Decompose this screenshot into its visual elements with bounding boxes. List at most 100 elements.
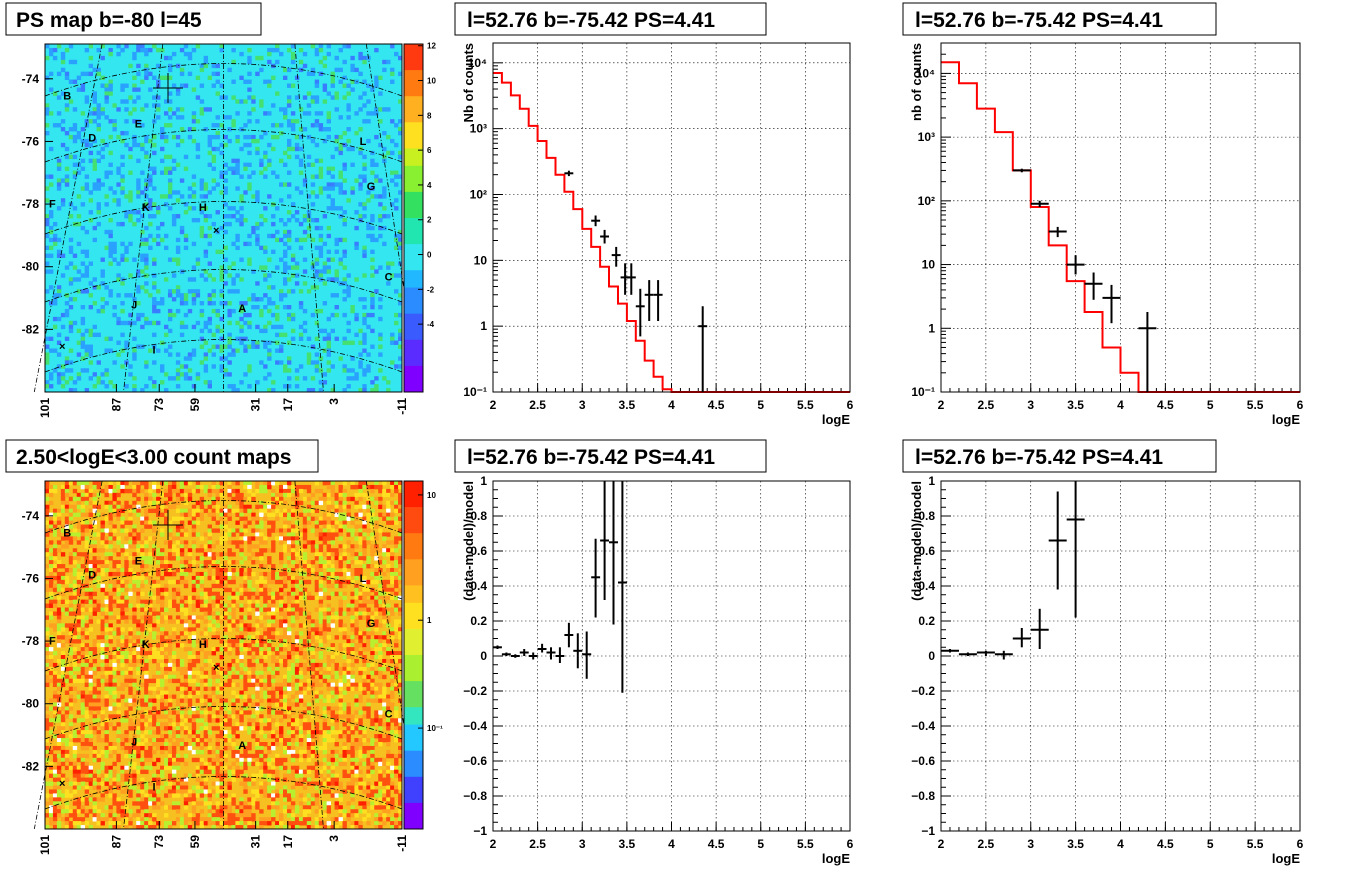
map-cell: [290, 83, 296, 88]
map-cell: [394, 607, 399, 612]
map-cell: [247, 670, 252, 676]
map-cell: [362, 607, 367, 612]
map-cell: [104, 619, 109, 624]
map-cell: [96, 103, 101, 108]
map-cell: [338, 186, 343, 191]
map-cell: [251, 297, 256, 302]
map-cell: [294, 595, 300, 601]
map-cell: [64, 154, 70, 160]
map-cell: [366, 496, 371, 502]
map-cell: [195, 481, 201, 486]
map-cell: [247, 71, 252, 77]
map-cell: [112, 512, 117, 517]
map-cell: [179, 564, 185, 569]
map-cell: [231, 552, 236, 557]
map-cell: [350, 615, 355, 620]
map-cell: [350, 308, 355, 314]
map-cell: [207, 190, 212, 195]
map-cell: [267, 51, 272, 57]
map-cell: [148, 500, 153, 506]
map-cell: [203, 488, 209, 494]
map-cell: [120, 544, 125, 549]
map-cell: [84, 599, 90, 604]
map-cell: [96, 332, 101, 338]
map-cell: [290, 504, 296, 510]
map-cell: [72, 123, 78, 128]
map-cell: [183, 583, 189, 589]
map-cell: [294, 666, 300, 672]
map-cell: [286, 682, 292, 688]
map-cell: [183, 492, 189, 498]
map-cell: [144, 619, 149, 624]
map-cell: [68, 277, 74, 282]
map-cell: [175, 536, 181, 541]
map-cell: [136, 635, 141, 640]
map-cell: [199, 556, 205, 561]
map-cell: [76, 587, 82, 593]
map-cell: [322, 348, 328, 353]
map-cell: [56, 123, 62, 128]
map-cell: [191, 532, 197, 537]
map-cell: [251, 194, 256, 199]
map-cell: [243, 666, 248, 672]
map-cell: [366, 312, 371, 318]
map-cell: [195, 142, 201, 148]
map-cell: [45, 214, 50, 219]
map-cell: [267, 666, 272, 672]
map-cell: [239, 198, 244, 203]
map-cell: [120, 682, 125, 688]
map-cell: [156, 635, 161, 640]
map-cell: [128, 690, 133, 695]
map-cell: [338, 647, 343, 652]
map-cell: [283, 635, 288, 640]
map-cell: [294, 670, 300, 676]
colorbar-cell: [404, 235, 423, 245]
map-cell: [175, 658, 181, 664]
map-cell: [322, 524, 328, 529]
map-cell: [144, 690, 149, 695]
map-cell: [45, 384, 50, 389]
map-cell: [92, 481, 97, 486]
map-cell: [56, 508, 62, 514]
map-cell: [231, 643, 236, 648]
count-map-panel: 2.50<logE<3.00 count maps ××ABCDEFGHIJKL…: [5, 439, 443, 855]
map-cell: [239, 528, 244, 533]
map-cell: [275, 91, 280, 96]
map-cell: [263, 516, 268, 521]
map-cell: [382, 67, 387, 73]
map-cell: [60, 127, 66, 132]
map-cell: [140, 674, 145, 680]
map-cell: [144, 496, 149, 502]
map-cell: [279, 643, 284, 648]
map-cell: [247, 643, 252, 648]
map-cell: [60, 658, 66, 664]
map-cell: [326, 666, 331, 672]
map-cell: [116, 170, 121, 175]
map-cell: [136, 316, 141, 322]
map-cell: [132, 587, 137, 593]
map-cell: [183, 682, 189, 688]
map-cell: [243, 587, 248, 593]
map-cell: [219, 686, 224, 691]
map-cell: [362, 297, 367, 302]
map-cell: [223, 368, 228, 373]
map-cell: [207, 162, 212, 167]
map-cell: [279, 528, 284, 533]
map-cell: [100, 674, 105, 680]
map-cell: [108, 293, 113, 298]
map-cell: [183, 670, 189, 676]
map-cell: [271, 655, 276, 660]
map-cell: [60, 178, 66, 183]
map-cell: [394, 536, 399, 541]
map-cell: [231, 170, 236, 175]
map-cell: [219, 249, 224, 254]
map-cell: [80, 528, 86, 533]
map-cell: [362, 368, 367, 373]
map-cell: [211, 635, 216, 640]
map-cell: [398, 229, 403, 235]
map-cell: [80, 202, 86, 207]
map-cell: [68, 481, 74, 486]
map-cell: [88, 150, 93, 156]
